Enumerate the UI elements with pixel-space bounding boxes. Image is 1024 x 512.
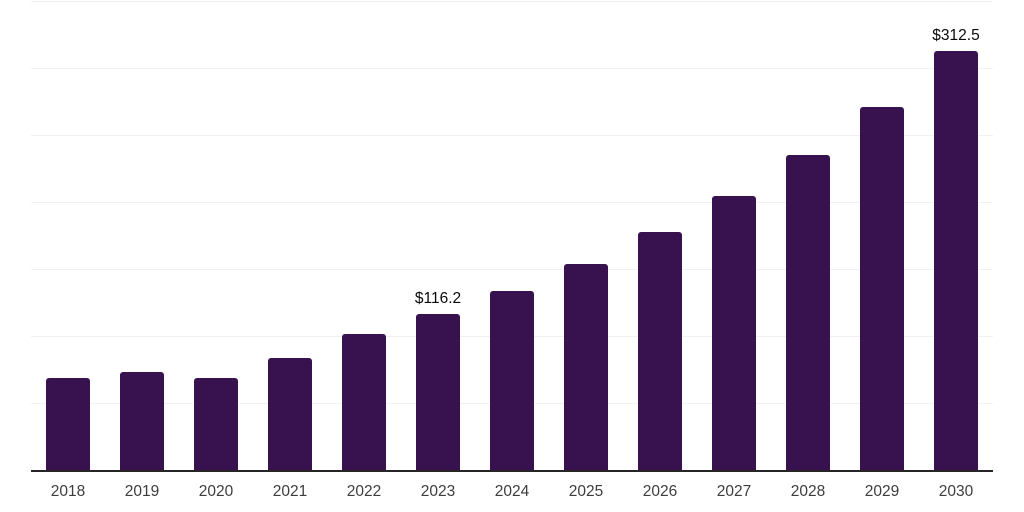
- gridline-150: [31, 269, 993, 270]
- bar-2029: [860, 106, 904, 470]
- x-axis-line: [31, 470, 993, 472]
- gridline-250: [31, 135, 993, 136]
- bar-2026: [638, 232, 682, 470]
- x-tick-label-2028: 2028: [790, 483, 826, 500]
- bar-2022: [342, 334, 386, 470]
- x-tick-label-2019: 2019: [124, 483, 160, 500]
- gridline-350: [31, 1, 993, 2]
- value-label-2023: $116.2: [414, 290, 462, 308]
- bar-2030: [934, 51, 978, 470]
- x-tick-label-2025: 2025: [568, 483, 604, 500]
- x-tick-label-2024: 2024: [494, 483, 530, 500]
- bar-2021: [268, 358, 312, 470]
- x-tick-label-2029: 2029: [864, 483, 900, 500]
- x-tick-label-2021: 2021: [272, 483, 308, 500]
- x-tick-label-2022: 2022: [346, 483, 382, 500]
- x-tick-label-2026: 2026: [642, 483, 678, 500]
- bar-2019: [120, 371, 164, 470]
- bar-2023: [416, 314, 460, 470]
- gridline-200: [31, 202, 993, 203]
- x-tick-label-2023: 2023: [420, 483, 456, 500]
- bar-2020: [194, 377, 238, 470]
- x-tick-label-2030: 2030: [938, 483, 974, 500]
- x-tick-label-2018: 2018: [50, 483, 86, 500]
- bar-2028: [786, 154, 830, 470]
- x-tick-label-2020: 2020: [198, 483, 234, 500]
- value-label-2030: $312.5: [932, 27, 980, 45]
- bar-2027: [712, 196, 756, 470]
- bar-2025: [564, 263, 608, 470]
- bar-2018: [46, 377, 90, 470]
- x-tick-label-2027: 2027: [716, 483, 752, 500]
- gridline-300: [31, 68, 993, 69]
- bar-2024: [490, 290, 534, 470]
